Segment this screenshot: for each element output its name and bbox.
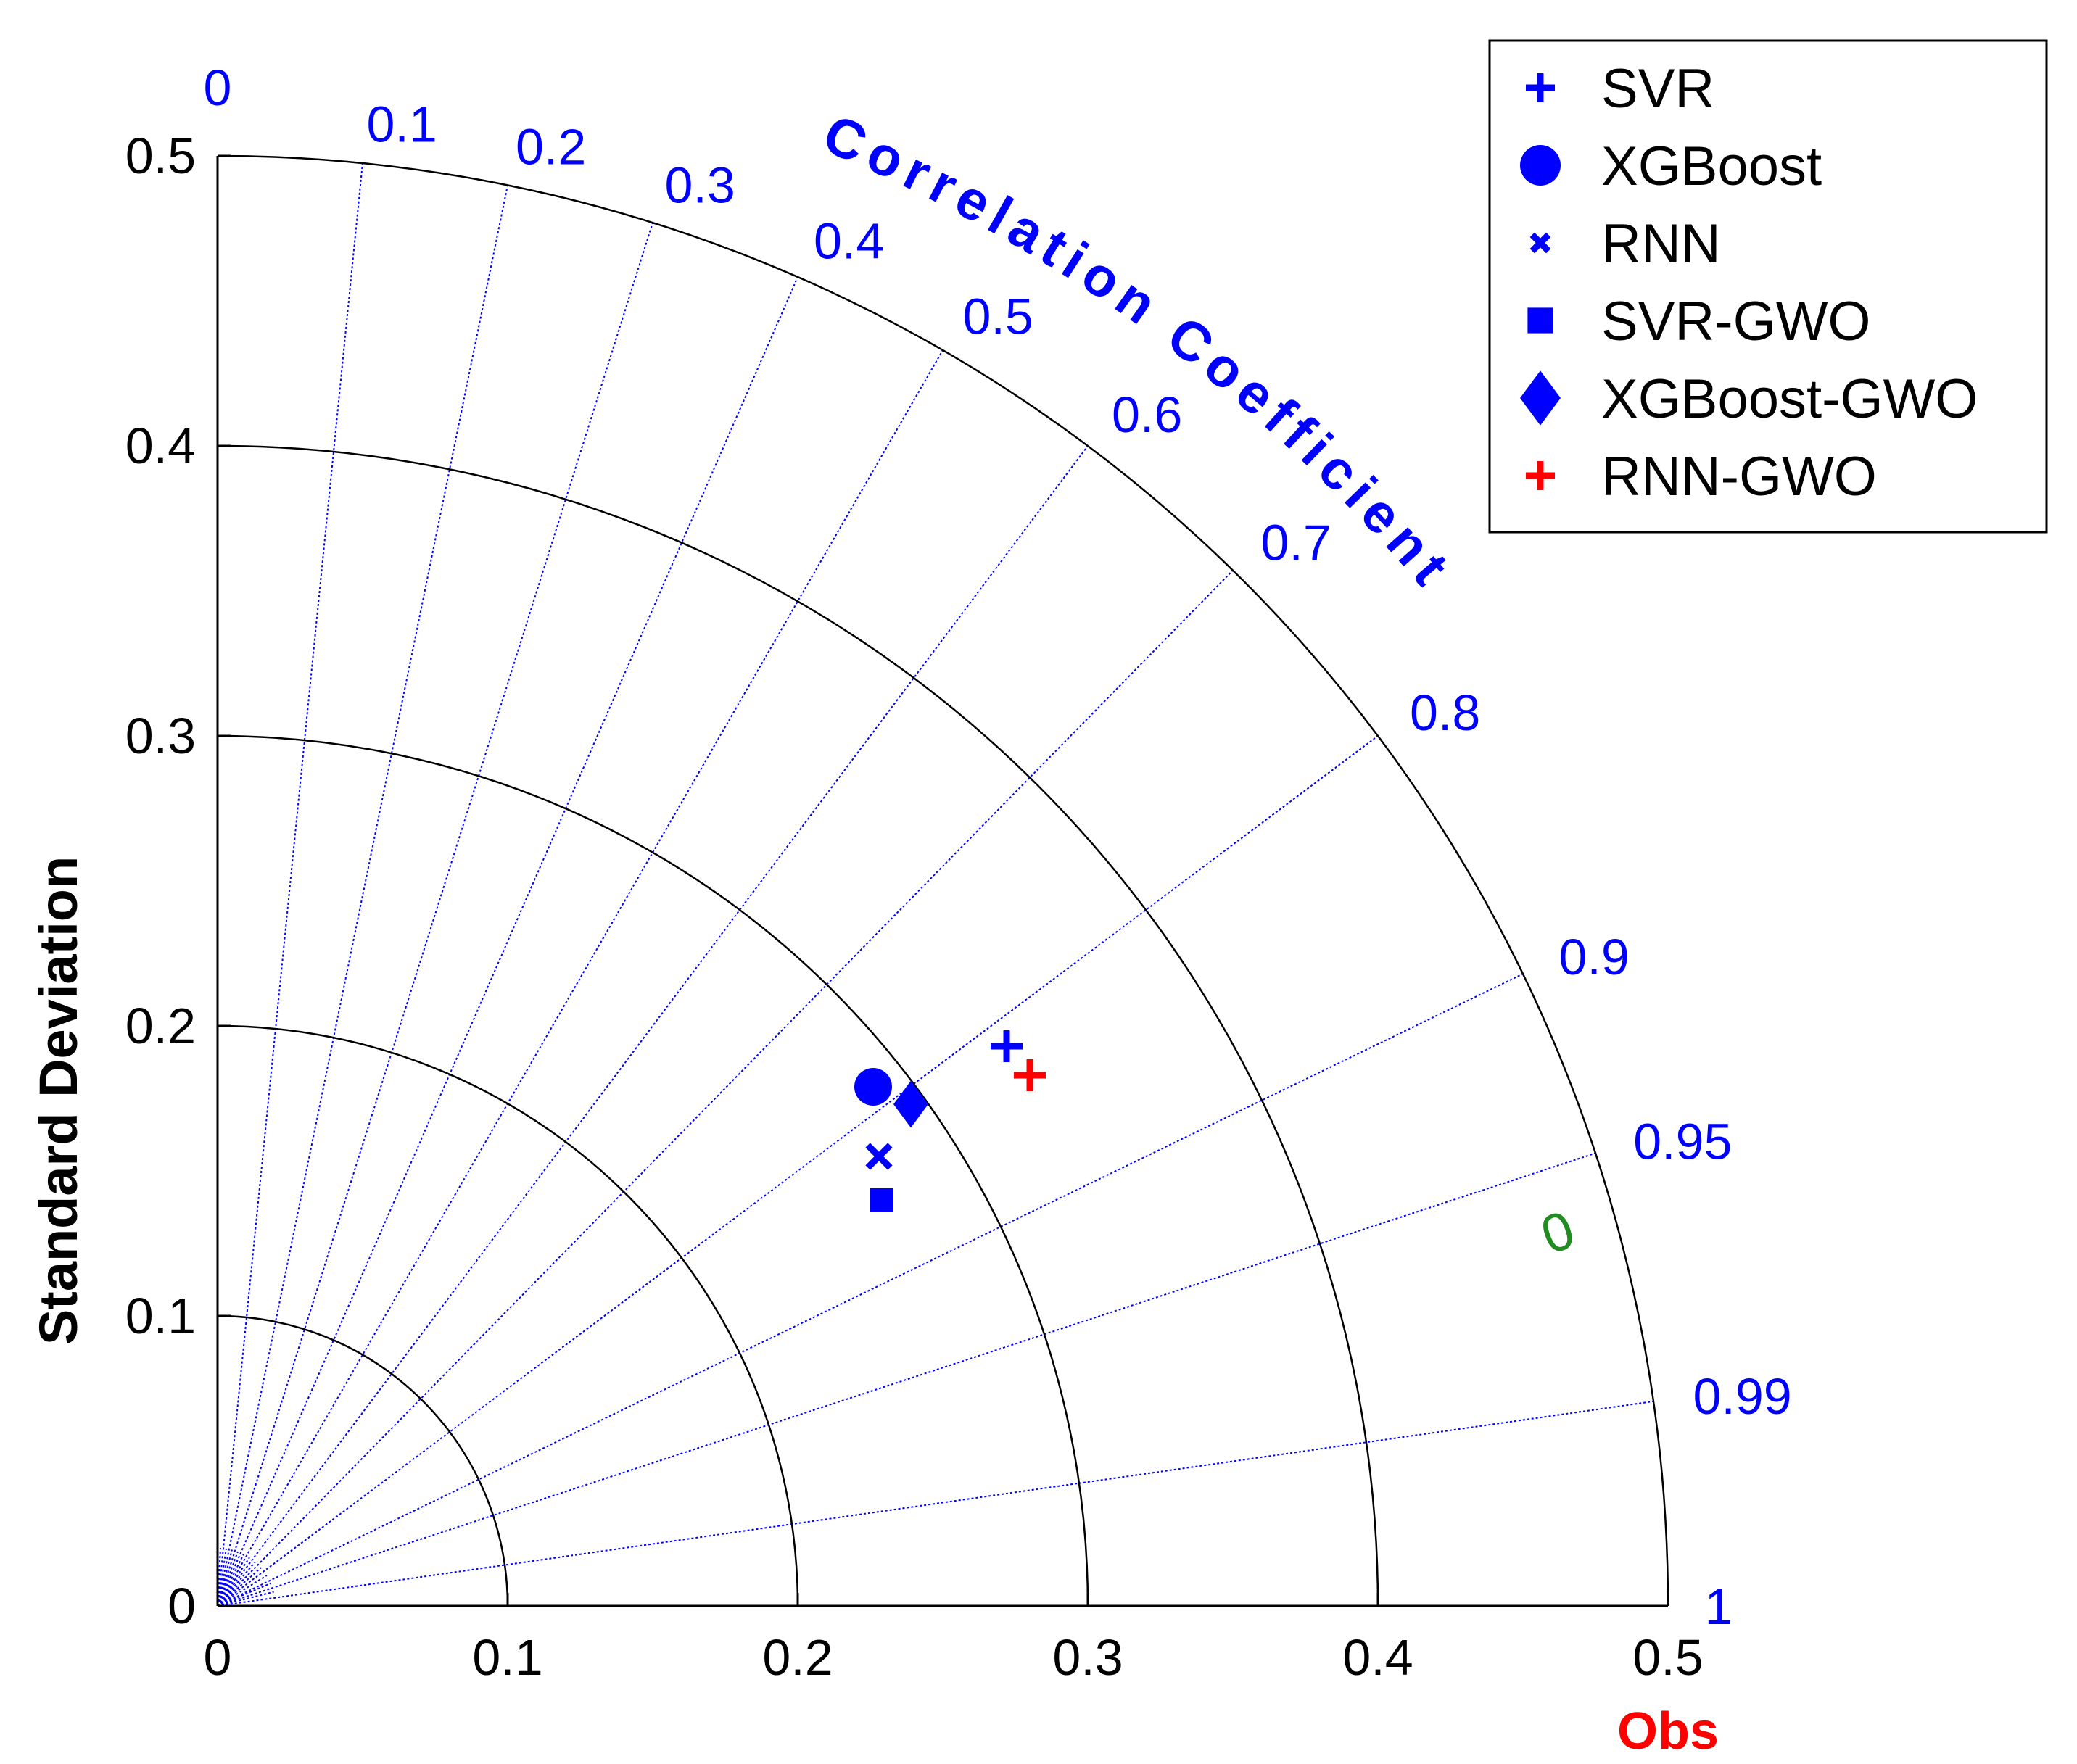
x-tick-label: 0 <box>204 1629 232 1686</box>
correlation-ray-0.6 <box>217 445 1089 1607</box>
legend-marker-rnn <box>1529 232 1551 254</box>
correlation-tick-label: 0 <box>204 59 232 116</box>
correlation-ray-0.1 <box>217 162 363 1607</box>
correlation-ray-0.8 <box>217 735 1379 1607</box>
x-tick-label: 0.1 <box>472 1629 542 1686</box>
y-tick-label: 0.1 <box>125 1288 196 1344</box>
correlation-tick-label: 1 <box>1705 1578 1733 1635</box>
rms-contour-label: 0 <box>1533 1198 1582 1265</box>
obs-label: Obs <box>1617 1702 1719 1760</box>
y-tick-label: 0.5 <box>125 128 196 184</box>
correlation-tick-label: 0.9 <box>1559 929 1630 985</box>
marker-xgboost <box>854 1068 892 1106</box>
legend-marker-xgboost-gwo-shape <box>1520 370 1561 426</box>
legend-label-xgboost: XGBoost <box>1601 136 1822 197</box>
minor-correlation-ray <box>217 1561 256 1607</box>
marker-xgboost-gwo <box>893 1080 928 1128</box>
marker-svr <box>991 1030 1023 1062</box>
legend-marker-xgboost <box>1520 145 1561 186</box>
correlation-tick-label: 0.95 <box>1633 1113 1732 1169</box>
correlation-tick-label: 0.99 <box>1693 1368 1791 1425</box>
legend-items: SVR XGBoost RNN SVR-GWO XGBoost-GWO RNN-GWO <box>1520 58 1978 508</box>
legend-label-svr: SVR <box>1601 58 1714 120</box>
y-tick-label: 0.2 <box>125 998 196 1054</box>
marker-rnn-b <box>865 1143 893 1170</box>
legend-label-rnn-gwo: RNN-GWO <box>1601 446 1877 508</box>
minor-correlation-ray <box>217 1554 244 1607</box>
legend-marker-svr <box>1526 73 1555 102</box>
y-tick-label: 0 <box>168 1578 196 1634</box>
std-arc-0.3 <box>217 734 1089 1607</box>
marker-svr-gwo <box>870 1188 893 1212</box>
correlation-tick-label: 0.5 <box>963 288 1033 344</box>
legend-box <box>1488 39 2048 534</box>
y-tick-label: 0.4 <box>125 418 196 474</box>
correlation-ray-0.3 <box>217 222 653 1607</box>
minor-correlation-ray <box>217 1567 262 1607</box>
minor-correlation-ray <box>217 1551 239 1607</box>
correlation-tick-label: 0.1 <box>367 96 437 152</box>
legend-label-svr-gwo: SVR-GWO <box>1601 291 1871 352</box>
x-tick-label: 0.4 <box>1342 1629 1413 1686</box>
marker-xgboost-shape <box>854 1068 892 1106</box>
legend-marker-xgboost-shape <box>1520 145 1561 186</box>
marker-xgboost-gwo-shape <box>893 1080 928 1128</box>
correlation-title-text: Correlation Coefficient <box>814 103 1465 602</box>
correlation-ray-0.95 <box>217 1152 1596 1607</box>
x-tick-label: 0.3 <box>1052 1629 1123 1686</box>
correlation-tick-label: 0.8 <box>1410 684 1480 741</box>
marker-rnn-gwo <box>1014 1059 1046 1091</box>
std-arc-0.5 <box>217 154 1669 1607</box>
marker-svr-gwo-shape <box>870 1188 893 1212</box>
legend-marker-rnn-b <box>1529 232 1551 254</box>
minor-correlation-ray <box>217 1582 271 1607</box>
legend-marker-svr-gwo-shape <box>1527 307 1553 334</box>
grid-layer <box>216 154 1669 1607</box>
correlation-ray-0.4 <box>217 276 798 1607</box>
std-arc-0.2 <box>217 1024 799 1607</box>
data-markers <box>854 1030 1046 1212</box>
correlation-tick-label: 0.4 <box>814 213 884 270</box>
correlation-tick-label: 0.2 <box>516 119 586 175</box>
correlation-ray-0.7 <box>217 570 1234 1607</box>
x-tick-label: 0.2 <box>762 1629 833 1686</box>
minor-correlation-ray <box>217 1557 250 1607</box>
legend-marker-xgboost-gwo <box>1520 370 1561 426</box>
correlation-ray-0.99 <box>217 1400 1654 1607</box>
x-tick-label: 0.5 <box>1632 1629 1703 1686</box>
legend: SVR XGBoost RNN SVR-GWO XGBoost-GWO RNN-GWO <box>1488 39 2048 534</box>
std-arc-0.1 <box>217 1314 509 1607</box>
correlation-tick-label: 0.6 <box>1112 386 1182 443</box>
minor-correlation-ray <box>217 1575 268 1607</box>
minor-correlation-ray <box>217 1591 274 1607</box>
std-arc-0.4 <box>217 444 1379 1607</box>
y-axis-title: Standard Deviation <box>28 856 88 1345</box>
y-tick-label: 0.3 <box>125 708 196 764</box>
legend-label-xgboost-gwo: XGBoost-GWO <box>1601 368 1978 430</box>
correlation-ray-0.2 <box>217 185 508 1607</box>
correlation-tick-label: 0.3 <box>665 157 735 214</box>
legend-marker-svr-gwo <box>1527 307 1553 334</box>
legend-marker-rnn-gwo <box>1526 461 1555 490</box>
marker-rnn <box>865 1143 893 1170</box>
legend-label-rnn: RNN <box>1601 213 1721 275</box>
correlation-tick-label: 0.7 <box>1261 514 1331 571</box>
minor-correlation-ray <box>217 1548 227 1607</box>
minor-correlation-ray <box>217 1549 233 1607</box>
correlation-title-textpath: Correlation Coefficient <box>814 103 1458 602</box>
ticks-layer: 000.10.10.20.20.30.30.40.40.50.500.1 0.20… <box>125 59 1792 1686</box>
